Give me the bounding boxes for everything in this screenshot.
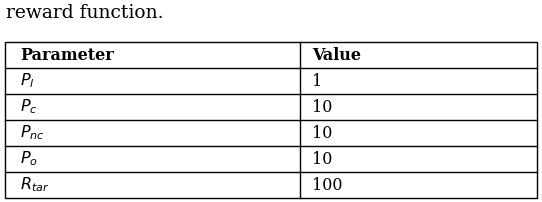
Text: $P_{nc}$: $P_{nc}$ (20, 124, 44, 142)
Text: $P_l$: $P_l$ (20, 72, 35, 90)
Text: $P_c$: $P_c$ (20, 98, 37, 116)
Text: 100: 100 (312, 177, 343, 194)
Text: reward function.: reward function. (6, 4, 164, 22)
Text: $R_{tar}$: $R_{tar}$ (20, 176, 49, 194)
Text: 1: 1 (312, 73, 322, 89)
Text: 10: 10 (312, 150, 332, 167)
Text: Parameter: Parameter (20, 46, 113, 63)
Text: $P_o$: $P_o$ (20, 150, 38, 168)
Text: Value: Value (312, 46, 361, 63)
Text: 10: 10 (312, 99, 332, 116)
Text: 10: 10 (312, 124, 332, 141)
Bar (5, 42, 537, 198)
